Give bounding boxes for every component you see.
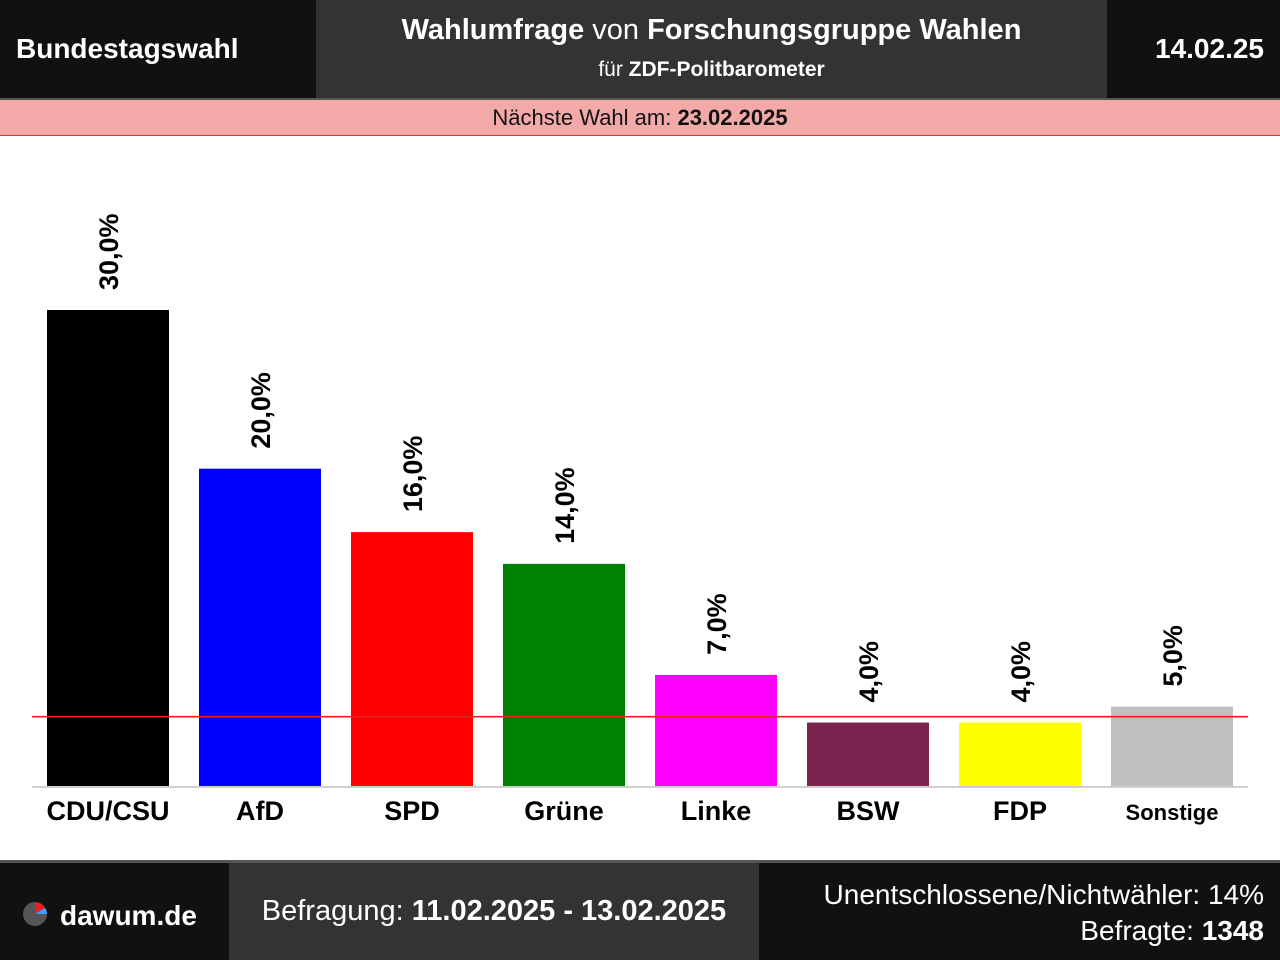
poll-date: 14.02.25 [1107,0,1280,98]
category-label: BSW [837,796,901,826]
poll-title: Wahlumfrage von Forschungsgruppe Wahlen [401,14,1022,46]
category-label: CDU/CSU [46,796,169,826]
bar-sonstige [1111,706,1233,786]
category-label: Grüne [524,796,604,826]
survey-period: Befragung: 11.02.2025 - 13.02.2025 [229,863,759,960]
value-label: 30,0% [94,213,124,290]
footer: dawum.de Befragung: 11.02.2025 - 13.02.2… [0,860,1280,960]
category-label: Sonstige [1126,800,1219,825]
category-label: SPD [384,796,440,826]
pie-logo-icon [23,902,47,926]
bar-fdp [959,722,1081,786]
header: Bundestagswahl Wahlumfrage von Forschung… [0,0,1280,98]
category-label: FDP [993,796,1047,826]
election-type: Bundestagswahl [0,0,316,98]
poll-subtitle: für ZDF-Politbarometer [598,58,825,81]
bar-gr-ne [503,563,625,786]
value-label: 14,0% [550,467,580,544]
footer-divider [0,860,1280,863]
survey-stats: Unentschlossene/Nichtwähler: 14% Befragt… [759,863,1280,960]
bar-bsw [807,722,929,786]
bar-afd [199,468,321,786]
value-label: 4,0% [854,641,884,703]
undecided-share: Unentschlossene/Nichtwähler: 14% [823,879,1264,910]
bar-spd [351,532,473,786]
value-label: 7,0% [702,593,732,655]
category-label: Linke [681,796,752,826]
next-election-banner: Nächste Wahl am: 23.02.2025 [0,100,1280,136]
footer-logo[interactable]: dawum.de [0,863,229,960]
logo-text: dawum.de [60,900,197,931]
value-label: 4,0% [1006,641,1036,703]
header-divider [0,98,1280,100]
respondents-count: Befragte: 1348 [1080,915,1264,946]
category-label: AfD [236,796,284,826]
poll-bar-chart: 30,0% CDU/CSU 20,0% AfD 16,0% SPD 14,0% Grüne 7,… [32,213,1248,826]
header-center: Wahlumfrage von Forschungsgruppe Wahlen … [316,0,1107,98]
value-label: 20,0% [246,372,276,449]
value-label: 16,0% [398,436,428,513]
bar-cdu-csu [47,310,169,786]
bar-linke [655,674,777,786]
value-label: 5,0% [1158,625,1188,687]
